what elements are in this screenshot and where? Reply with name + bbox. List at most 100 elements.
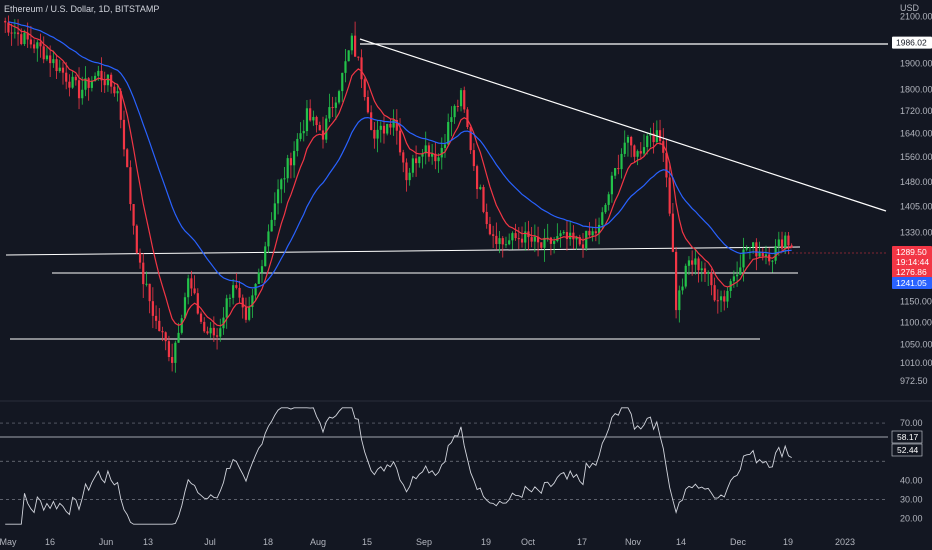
candle-body[interactable] <box>379 125 382 130</box>
candle-body[interactable] <box>588 230 591 236</box>
candle-body[interactable] <box>424 145 427 154</box>
candle-body[interactable] <box>215 335 219 337</box>
candle-body[interactable] <box>235 285 238 288</box>
candle-body[interactable] <box>601 212 604 225</box>
candle-body[interactable] <box>559 233 562 237</box>
candle-body[interactable] <box>264 246 267 267</box>
candle-body[interactable] <box>447 121 450 145</box>
candle-body[interactable] <box>7 22 10 33</box>
candle-body[interactable] <box>626 137 630 143</box>
candle-body[interactable] <box>411 158 414 173</box>
candle-body[interactable] <box>610 175 613 195</box>
candle-body[interactable] <box>386 123 389 134</box>
candle-body[interactable] <box>565 232 569 240</box>
candle-body[interactable] <box>723 296 726 302</box>
candle-body[interactable] <box>289 158 292 166</box>
candle-body[interactable] <box>620 153 623 170</box>
candle-body[interactable] <box>39 42 42 47</box>
candle-body[interactable] <box>260 266 264 273</box>
candle-body[interactable] <box>16 32 20 35</box>
candle-body[interactable] <box>623 142 626 154</box>
candle-body[interactable] <box>453 105 456 118</box>
candle-body[interactable] <box>758 252 761 257</box>
candle-body[interactable] <box>199 313 203 322</box>
candle-body[interactable] <box>530 237 533 242</box>
candle-body[interactable] <box>591 231 594 236</box>
candle-body[interactable] <box>414 158 418 164</box>
candle-body[interactable] <box>726 290 729 302</box>
candle-body[interactable] <box>482 187 485 212</box>
candle-body[interactable] <box>187 278 190 298</box>
candle-body[interactable] <box>604 204 607 213</box>
candle-body[interactable] <box>203 321 206 332</box>
candle-body[interactable] <box>440 147 443 158</box>
candle-body[interactable] <box>174 342 177 363</box>
candle-body[interactable] <box>244 307 248 320</box>
candle-body[interactable] <box>636 151 639 157</box>
candle-body[interactable] <box>501 238 504 245</box>
candle-body[interactable] <box>376 129 379 139</box>
candle-body[interactable] <box>360 57 363 80</box>
candle-body[interactable] <box>328 107 331 119</box>
candle-body[interactable] <box>190 278 193 289</box>
candle-body[interactable] <box>158 320 161 332</box>
candle-body[interactable] <box>581 244 585 249</box>
candle-body[interactable] <box>81 89 84 99</box>
candle-body[interactable] <box>270 219 273 232</box>
candle-body[interactable] <box>267 231 270 247</box>
candle-body[interactable] <box>463 90 466 110</box>
candle-body[interactable] <box>373 129 376 139</box>
candle-body[interactable] <box>511 233 514 241</box>
candle-body[interactable] <box>90 81 93 88</box>
candle-body[interactable] <box>293 150 296 166</box>
candle-body[interactable] <box>167 341 171 358</box>
candle-body[interactable] <box>129 167 132 205</box>
candle-body[interactable] <box>389 123 392 128</box>
candle-body[interactable] <box>687 260 691 266</box>
candle-body[interactable] <box>780 239 784 249</box>
candle-body[interactable] <box>151 301 154 316</box>
candle-body[interactable] <box>395 120 398 131</box>
candle-body[interactable] <box>126 149 129 168</box>
candle-body[interactable] <box>350 35 353 51</box>
candle-body[interactable] <box>135 225 138 253</box>
candle-body[interactable] <box>55 59 58 72</box>
candle-body[interactable] <box>630 137 633 146</box>
candle-body[interactable] <box>299 133 302 139</box>
candle-body[interactable] <box>296 138 299 151</box>
candle-body[interactable] <box>536 236 540 243</box>
candle-body[interactable] <box>33 44 36 49</box>
candle-body[interactable] <box>700 268 703 271</box>
candle-body[interactable] <box>646 135 649 148</box>
candle-body[interactable] <box>154 315 158 321</box>
candle-body[interactable] <box>58 67 61 72</box>
candle-body[interactable] <box>219 328 222 337</box>
candle-body[interactable] <box>761 252 764 257</box>
candle-body[interactable] <box>10 32 13 34</box>
candle-body[interactable] <box>427 145 431 157</box>
candle-body[interactable] <box>649 133 652 136</box>
candle-body[interactable] <box>254 283 257 296</box>
candle-body[interactable] <box>347 50 350 62</box>
candle-body[interactable] <box>148 283 151 302</box>
candle-body[interactable] <box>735 274 739 277</box>
candle-body[interactable] <box>122 119 126 150</box>
candle-body[interactable] <box>370 112 373 130</box>
candle-body[interactable] <box>357 56 360 58</box>
candle-body[interactable] <box>742 249 745 268</box>
candle-body[interactable] <box>456 105 459 107</box>
candle-body[interactable] <box>764 254 768 257</box>
candle-body[interactable] <box>103 80 106 86</box>
candle-body[interactable] <box>665 152 668 178</box>
candle-body[interactable] <box>280 179 283 190</box>
candle-body[interactable] <box>392 120 395 128</box>
candle-body[interactable] <box>315 116 318 126</box>
candle-body[interactable] <box>784 235 787 249</box>
candle-body[interactable] <box>668 177 671 214</box>
candle-body[interactable] <box>331 107 334 109</box>
candle-body[interactable] <box>790 245 793 248</box>
candle-body[interactable] <box>707 272 710 274</box>
candle-body[interactable] <box>421 153 424 157</box>
candle-body[interactable] <box>100 70 103 81</box>
candle-body[interactable] <box>405 162 408 181</box>
